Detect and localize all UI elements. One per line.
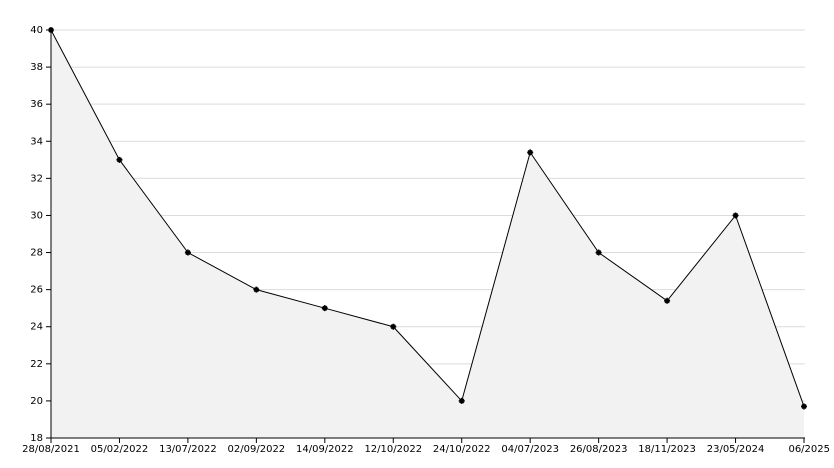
x-tick-label: 18/11/2023 [638,444,696,455]
y-tick-label: 30 [30,210,43,221]
point [321,305,328,312]
point [458,397,465,404]
point [664,297,671,304]
point [116,156,123,163]
x-tick-label: 24/10/2022 [433,444,491,455]
x-tick-label: 05/02/2022 [91,444,149,455]
point [732,212,739,219]
line [50,29,805,407]
y-tick-label: 26 [30,285,43,296]
y-tick-label: 18 [30,433,43,444]
y-tick-label: 38 [30,62,43,73]
y-tick-label: 36 [30,99,43,110]
y-tick-label: 20 [30,396,43,407]
point [527,149,534,156]
y-tick-label: 40 [30,25,43,36]
point [595,249,602,256]
point [390,323,397,330]
point [253,286,260,293]
point [801,403,807,410]
y-tick-label: 32 [30,173,43,184]
x-tick-label: 12/10/2022 [364,444,422,455]
y-tick-label: 34 [30,136,43,147]
x-tick-label: 26/08/2023 [570,444,628,455]
point [184,249,191,256]
x-tick-label: 14/09/2022 [296,444,354,455]
x-tick-label: 04/07/2023 [501,444,559,455]
y-tick-label: 28 [30,248,43,259]
x-tick-label: 23/05/2024 [707,444,765,455]
x-tick-label: 06/2025 [788,444,830,455]
x-tick-label: 02/09/2022 [228,444,286,455]
y-tick-label: 24 [30,322,43,333]
area [51,30,804,438]
x-tick-label: 28/08/2021 [22,444,80,455]
x-tick-label: 13/07/2022 [159,444,217,455]
y-tick-label: 22 [30,359,43,370]
